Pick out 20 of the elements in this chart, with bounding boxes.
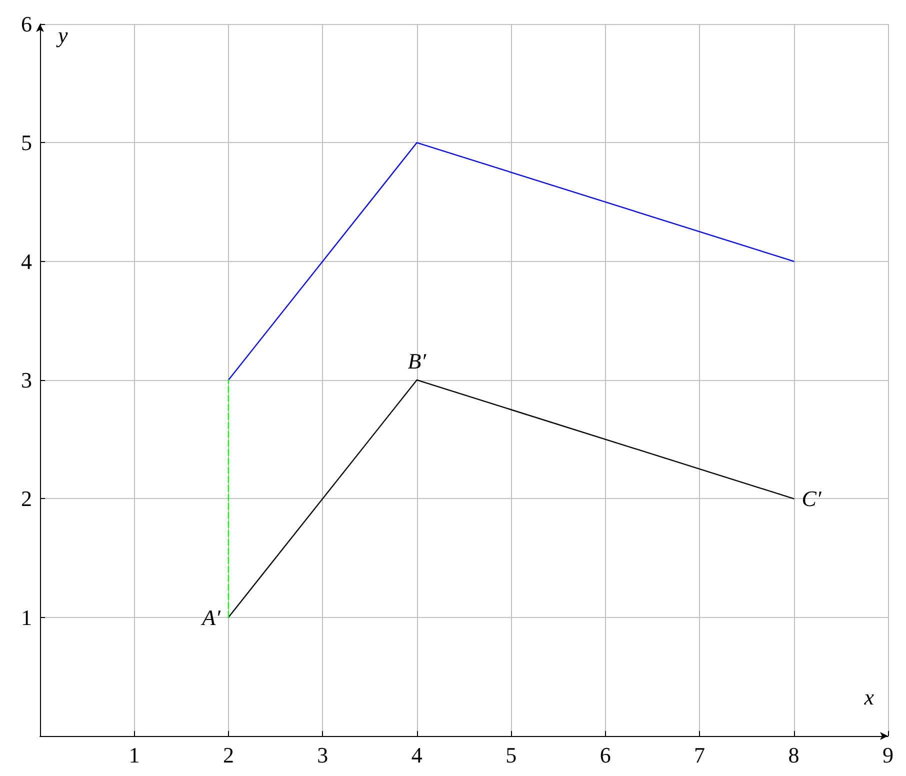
x-tick-label: 2	[222, 742, 234, 768]
y-tick-label: 2	[21, 486, 32, 512]
x-axis-title: x	[863, 684, 874, 710]
x-tick-label: 9	[882, 742, 894, 768]
annotation: C′	[802, 486, 822, 512]
x-tick-label: 3	[317, 742, 328, 768]
x-tick-label: 8	[788, 742, 800, 768]
annotation: B′	[408, 348, 428, 374]
y-tick-label: 1	[21, 604, 32, 630]
x-tick-label: 4	[411, 742, 422, 768]
x-tick-label: 6	[600, 742, 611, 768]
x-tick-label: 7	[694, 742, 706, 768]
x-tick-label: 1	[128, 742, 140, 768]
y-tick-label: 6	[21, 12, 32, 36]
x-tick-label: 5	[506, 742, 517, 768]
y-tick-label: 5	[21, 130, 32, 156]
annotation: A′	[200, 604, 222, 630]
y-tick-label: 4	[21, 248, 32, 274]
y-tick-label: 3	[21, 368, 32, 392]
y-axis-title: y	[56, 22, 68, 48]
